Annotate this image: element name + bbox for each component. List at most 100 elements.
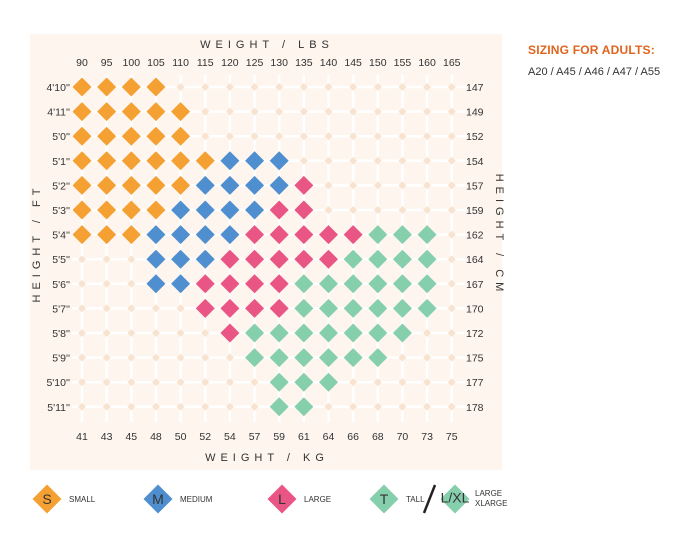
legend-divider-slash [422, 484, 437, 514]
empty-cell-marker [201, 329, 210, 337]
empty-cell-marker [102, 378, 111, 387]
tick-label-kg: 73 [421, 431, 433, 443]
size-cell-m [146, 225, 166, 245]
empty-cell-marker [78, 378, 86, 387]
size-cell-t [294, 372, 314, 392]
empty-cell-marker [250, 378, 259, 387]
size-cell-t [392, 298, 412, 318]
tick-label-kg: 57 [249, 431, 261, 443]
size-cell-s [121, 151, 141, 171]
size-cell-m [220, 225, 240, 245]
empty-cell-marker [225, 378, 234, 387]
size-cell-l [294, 249, 314, 269]
size-cell-s [97, 200, 117, 220]
empty-cell-marker [299, 83, 308, 91]
tick-label-cm: 164 [466, 254, 484, 266]
empty-cell-marker [349, 83, 358, 91]
size-cell-t [343, 323, 363, 343]
empty-cell-marker [127, 402, 136, 411]
empty-cell-marker [299, 132, 308, 141]
tick-label-lbs: 110 [172, 57, 189, 69]
empty-cell-marker [201, 107, 210, 116]
size-cell-t [245, 348, 265, 368]
empty-cell-marker [447, 353, 456, 362]
size-cell-t [294, 298, 314, 318]
legend-swatch-5 [440, 484, 470, 514]
tick-label-lbs: 120 [221, 57, 239, 69]
empty-cell-marker [201, 378, 210, 387]
size-cell-t [392, 249, 412, 269]
empty-cell-marker [250, 83, 259, 91]
tick-label-lbs: 105 [147, 57, 165, 69]
empty-cell-marker [78, 329, 86, 337]
sizing-models: A20 / A45 / A46 / A47 / A55 [528, 66, 661, 78]
size-cell-m [220, 151, 240, 171]
tick-label-cm: 178 [466, 402, 484, 414]
empty-cell-marker [349, 206, 358, 214]
axis-title-right: HEIGHT / CM [493, 174, 505, 297]
tick-label-ft: 5'8'' [52, 328, 70, 340]
empty-cell-marker [373, 107, 382, 116]
tick-label-cm: 177 [466, 377, 484, 389]
empty-cell-marker [447, 107, 456, 116]
empty-cell-marker [373, 181, 382, 190]
size-cell-s [171, 102, 191, 122]
size-cell-s [171, 175, 191, 195]
tick-label-kg: 64 [323, 431, 335, 443]
tick-label-ft: 5'11'' [47, 402, 70, 414]
tick-label-cm: 152 [466, 131, 484, 143]
empty-cell-marker [349, 156, 358, 165]
tick-label-cm: 149 [466, 107, 484, 119]
empty-cell-marker [447, 230, 456, 239]
size-cell-s [97, 225, 117, 245]
size-cell-s [146, 175, 166, 195]
empty-cell-marker [176, 329, 185, 337]
empty-cell-marker [201, 83, 210, 91]
empty-cell-marker [176, 304, 185, 313]
size-cell-s [72, 175, 92, 195]
empty-cell-marker [423, 181, 432, 190]
tick-label-lbs: 155 [394, 57, 412, 69]
size-cell-t [294, 348, 314, 368]
empty-cell-marker [349, 402, 358, 411]
empty-cell-marker [225, 107, 234, 116]
size-cell-l [294, 175, 314, 195]
tick-label-lbs: 140 [320, 57, 338, 69]
size-cell-t [319, 298, 338, 318]
legend-swatch-1 [32, 484, 62, 514]
tick-label-kg: 54 [224, 431, 236, 443]
size-cell-l [245, 274, 265, 294]
empty-cell-marker [275, 83, 284, 91]
empty-cell-marker [398, 156, 407, 165]
empty-cell-marker [373, 206, 382, 214]
empty-cell-marker [225, 132, 234, 141]
size-cell-l [294, 225, 314, 245]
legend-letter-2: M [152, 491, 164, 507]
empty-cell-marker [127, 279, 136, 288]
size-cell-s [121, 126, 141, 146]
empty-cell-marker [201, 132, 210, 141]
empty-cell-marker [447, 402, 456, 411]
empty-cell-marker [127, 353, 136, 362]
empty-cell-marker [324, 107, 333, 116]
empty-cell-marker [447, 255, 456, 264]
empty-cell-marker [324, 132, 333, 141]
legend-label-3: LARGE [304, 495, 331, 504]
size-cell-s [97, 102, 117, 122]
empty-cell-marker [176, 83, 185, 91]
size-cell-l [343, 225, 363, 245]
size-cell-l [220, 274, 240, 294]
empty-cell-marker [373, 402, 382, 411]
size-cell-m [245, 200, 265, 220]
size-cell-t [269, 372, 289, 392]
size-cell-s [72, 102, 92, 122]
tick-label-kg: 59 [273, 431, 285, 443]
size-cell-m [171, 249, 191, 269]
empty-cell-marker [398, 378, 407, 387]
size-cell-l [195, 298, 215, 318]
size-cell-l [220, 249, 240, 269]
empty-cell-marker [102, 255, 111, 264]
tick-label-cm: 172 [466, 328, 484, 340]
empty-cell-marker [102, 329, 111, 337]
tick-label-lbs: 145 [344, 57, 362, 69]
